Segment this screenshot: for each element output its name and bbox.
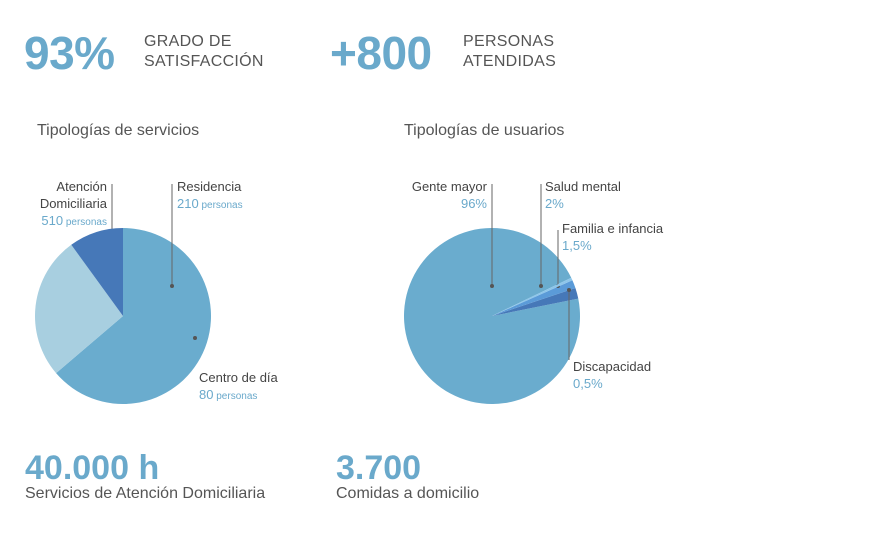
satisfaction-value: 93% xyxy=(24,27,115,79)
services-chart-title: Tipologías de servicios xyxy=(37,122,200,139)
slice-value-centro-de-dia: 80 personas xyxy=(199,387,257,402)
pie-slice-salud-mental xyxy=(492,287,579,316)
leader-dot-salud-mental xyxy=(539,284,543,288)
attended-value: +800 xyxy=(330,27,432,79)
meals-caption: Comidas a domicilio xyxy=(336,485,480,502)
pie-slice-discapacidad xyxy=(492,277,573,316)
attended-caption: PERSONAS ATENDIDAS xyxy=(463,33,557,70)
pie-slice-residencia xyxy=(34,244,123,374)
users-chart-title: Tipologías de usuarios xyxy=(404,122,565,139)
leader-dot-centro-de-dia xyxy=(193,336,197,340)
slice-value-atencion-domiciliaria: 510 personas xyxy=(41,213,107,228)
slice-label-centro-de-dia: Centro de día xyxy=(199,370,279,385)
hours-value: 40.000 h xyxy=(25,449,160,487)
pie-slice-centro-de-dia xyxy=(71,228,123,316)
slice-value-gente-mayor: 96% xyxy=(461,196,487,211)
leader-dot-discapacidad xyxy=(567,288,571,292)
slice-value-residencia: 210 personas xyxy=(177,196,243,211)
slice-label-atencion-domiciliaria: Domiciliaria xyxy=(40,196,108,211)
hours-caption: Servicios de Atención Domiciliaria xyxy=(25,485,266,502)
slice-label-discapacidad: Discapacidad xyxy=(573,359,651,374)
pie-slice-gente-mayor xyxy=(404,227,581,404)
leader-dot-residencia xyxy=(170,284,174,288)
satisfaction-caption: GRADO DE SATISFACCIÓN xyxy=(144,33,264,70)
slice-label-atencion-domiciliaria: Atención xyxy=(56,179,107,194)
meals-value: 3.700 xyxy=(336,449,422,487)
slice-label-salud-mental: Salud mental xyxy=(545,179,621,194)
slice-value-salud-mental: 2% xyxy=(545,196,564,211)
slice-value-discapacidad: 0,5% xyxy=(573,376,603,391)
pie-slice-familia-e-infancia xyxy=(492,280,576,316)
slice-label-familia-e-infancia: Familia e infancia xyxy=(562,221,664,236)
leader-dot-gente-mayor xyxy=(490,284,494,288)
slice-label-residencia: Residencia xyxy=(177,179,242,194)
slice-label-gente-mayor: Gente mayor xyxy=(412,179,488,194)
slice-value-familia-e-infancia: 1,5% xyxy=(562,238,592,253)
